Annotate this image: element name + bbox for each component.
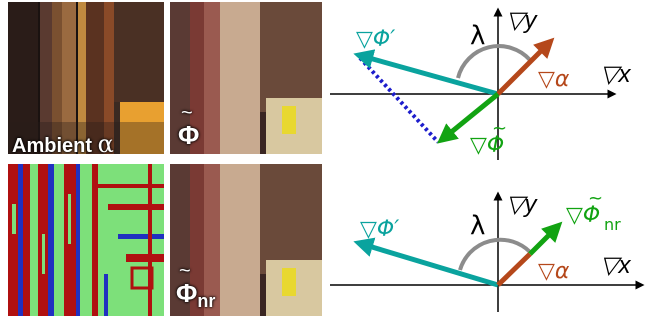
phi-nr-label-sub: nr: [197, 291, 216, 311]
alpha-map-image: [8, 164, 164, 316]
bottom-diagram: ▽y ▽x λ ▽Φ′ ▽α ▽Φ ~ nr: [330, 188, 645, 312]
top-phi-label: ▽Φ: [470, 133, 504, 158]
bottom-alpha-arrow: [496, 252, 532, 287]
ambient-alpha-panel: Ambient α: [8, 2, 164, 154]
bottom-lambda-label: λ: [470, 211, 485, 241]
top-phi-tilde: ~: [492, 118, 507, 139]
bottom-phi-nr-label: ▽Φ: [566, 203, 600, 228]
bottom-phi-prime-label: ▽Φ′: [360, 217, 399, 242]
bottom-phi-nr-sub: nr: [604, 215, 621, 234]
phi-nr-panel: Φnr: [170, 164, 322, 316]
phi-panel: Φ: [170, 2, 322, 154]
top-diagram: ▽y ▽x λ ▽Φ′ ▽α ▽Φ ~: [330, 7, 631, 160]
top-phi-prime-label: ▽Φ′: [356, 27, 395, 52]
top-y-axis-label: ▽y: [506, 7, 538, 34]
bottom-phi-tilde: ~: [588, 188, 603, 209]
ambient-alpha-image: [8, 2, 164, 154]
phi-nr-label-symbol: Φ: [176, 260, 197, 309]
ambient-label-text: Ambient: [12, 135, 98, 154]
top-dotted-line: [358, 56, 440, 144]
bottom-x-axis-label: ▽x: [600, 252, 631, 279]
alpha-map-panel: [8, 164, 164, 316]
top-phi-prime-arrow: [353, 49, 499, 97]
phi-label-symbol: Φ: [178, 102, 199, 151]
top-lambda-arc: [456, 44, 532, 79]
top-lambda-label: λ: [470, 21, 485, 51]
bottom-phi-nr-arrow: [528, 221, 563, 256]
top-x-axis-label: ▽x: [600, 61, 631, 88]
phi-image: [170, 2, 322, 154]
top-alpha-label: ▽α: [538, 67, 570, 92]
bottom-lambda-arc: [458, 237, 532, 271]
bottom-phi-prime-arrow: [353, 237, 499, 288]
top-alpha-arrow: [496, 37, 555, 96]
top-phi-arrow: [437, 92, 500, 144]
bottom-y-axis-label: ▽y: [506, 191, 538, 218]
bottom-alpha-label: ▽α: [538, 259, 570, 284]
ambient-label-alpha: α: [97, 130, 114, 154]
